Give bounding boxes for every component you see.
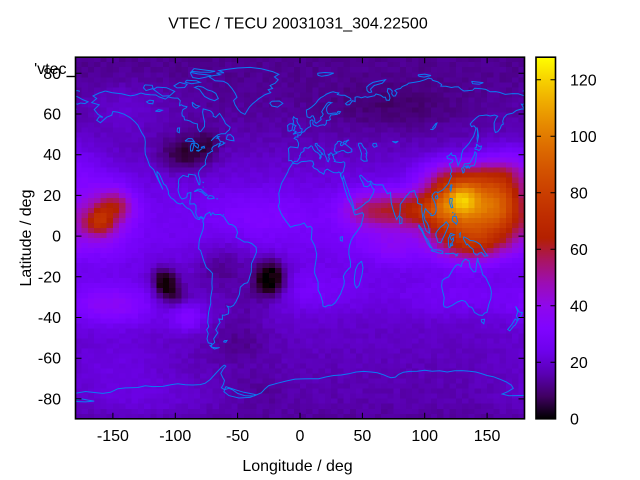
svg-text:0: 0 <box>570 411 579 428</box>
svg-text:150: 150 <box>474 428 501 445</box>
svg-text:VTEC / TECU 20031031_304.22500: VTEC / TECU 20031031_304.22500 <box>168 16 428 33</box>
svg-text:-150: -150 <box>97 428 129 445</box>
svg-text:20: 20 <box>43 188 61 205</box>
svg-text:40: 40 <box>570 298 588 315</box>
svg-text:40: 40 <box>43 147 61 164</box>
svg-text:-50: -50 <box>226 428 249 445</box>
svg-text:20: 20 <box>570 355 588 372</box>
svg-text:-60: -60 <box>38 351 61 368</box>
svg-text:-40: -40 <box>38 310 61 327</box>
svg-text:80: 80 <box>43 66 61 83</box>
svg-text:50: 50 <box>354 428 372 445</box>
svg-text:60: 60 <box>43 107 61 124</box>
svg-text:60: 60 <box>570 242 588 259</box>
svg-text:-100: -100 <box>159 428 191 445</box>
svg-text:0: 0 <box>52 229 61 246</box>
svg-text:-20: -20 <box>38 269 61 286</box>
svg-text:-80: -80 <box>38 391 61 408</box>
svg-text:100: 100 <box>411 428 438 445</box>
svg-text:0: 0 <box>296 428 305 445</box>
